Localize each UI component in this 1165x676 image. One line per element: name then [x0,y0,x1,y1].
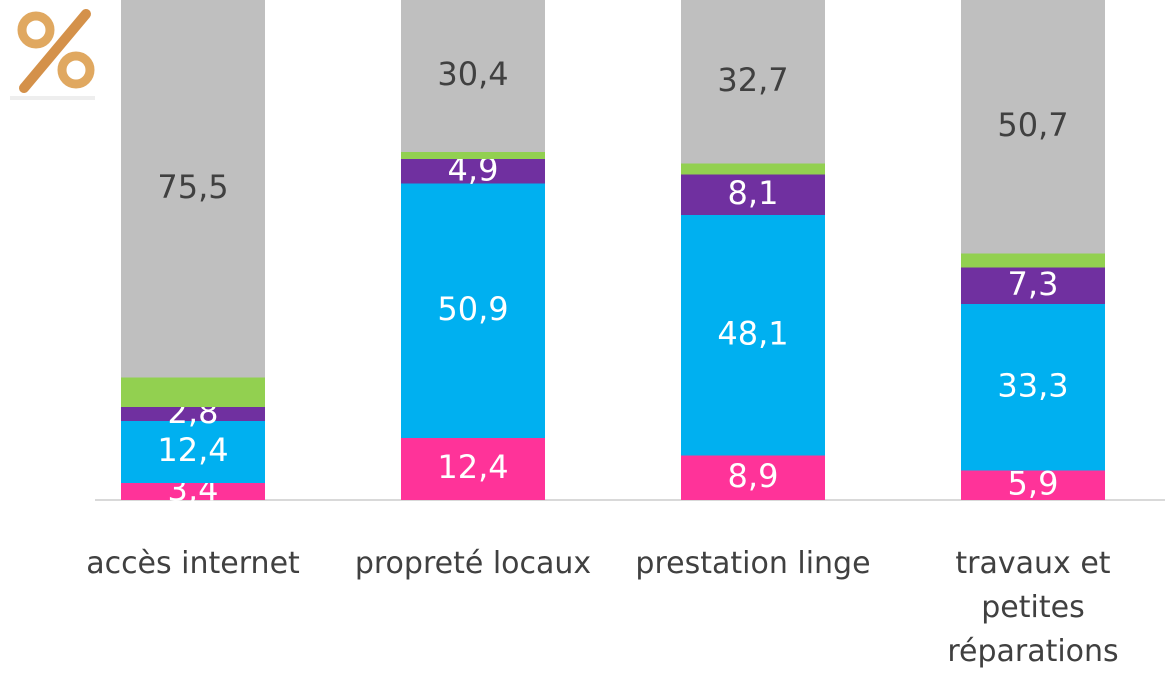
bar-segment [401,183,545,438]
bar-segment [401,159,545,184]
data-label: 7,3 [1008,265,1059,303]
bar-segment [121,377,265,407]
bar-segment [681,163,825,175]
bar-segment [961,267,1105,304]
data-label: 8,1 [728,174,779,212]
data-label: 8,9 [728,457,779,495]
data-label: 12,4 [157,431,228,469]
data-label: 12,4 [437,448,508,486]
percent-icon [10,9,95,100]
x-tick-label: prestation linge [635,546,871,581]
bar-segment [961,253,1105,268]
data-label: 50,9 [437,290,508,328]
data-label: 32,7 [717,61,788,99]
bar-segment [121,407,265,421]
data-label: 30,4 [437,55,508,93]
data-label: 5,9 [1008,464,1059,502]
bar-segment [681,0,825,164]
bar-segment [401,0,545,152]
bar-segment [681,174,825,215]
x-tick-label: propreté locaux [354,546,592,581]
bar-segment [681,455,825,500]
bar-segment [121,483,265,500]
data-label: 33,3 [997,366,1068,404]
x-tick-label: travaux et petites réparations [947,546,1119,669]
bar-segment [961,304,1105,471]
bar-segment [961,470,1105,500]
bar-segment [681,215,825,456]
bar-segment [121,421,265,483]
bar-segment [121,0,265,378]
x-tick-label: accès internet [86,546,300,581]
data-label: 75,5 [157,168,228,206]
bar-segment [961,0,1105,254]
data-label: 50,7 [997,106,1068,144]
data-label: 48,1 [717,314,788,352]
bar-segment [401,152,545,159]
bar-segment [401,438,545,500]
